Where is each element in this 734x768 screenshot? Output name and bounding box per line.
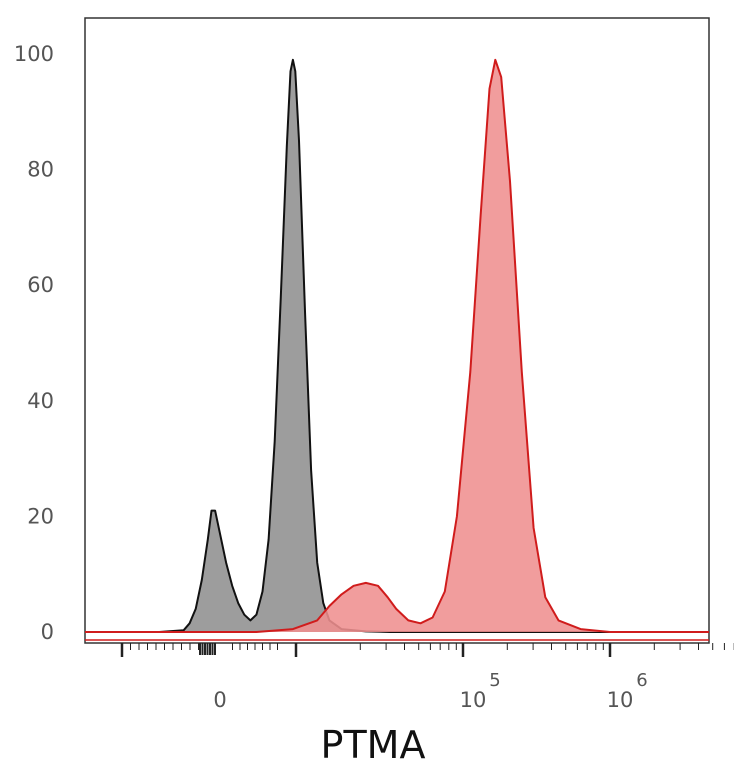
y-tick-label-0: 0 xyxy=(41,620,54,644)
x-tick-exponent-2: 6 xyxy=(636,670,647,691)
y-tick-label-80: 80 xyxy=(27,158,54,182)
y-tick-label-100: 100 xyxy=(14,42,54,66)
y-tick-label-40: 40 xyxy=(27,389,54,413)
x-tick-exponent-1: 5 xyxy=(489,670,500,691)
y-tick-label-20: 20 xyxy=(27,504,54,528)
x-tick-label-1: 10 xyxy=(460,688,487,712)
series-0-area xyxy=(85,58,709,633)
series-1-area xyxy=(85,58,709,633)
plot-frame xyxy=(84,17,710,644)
x-axis-label: PTMA xyxy=(321,723,426,767)
series-layer xyxy=(85,58,709,641)
y-tick-label-60: 60 xyxy=(27,273,54,297)
x-tick-label-0: 0 xyxy=(213,688,226,712)
x-tick-label-2: 10 xyxy=(607,688,634,712)
